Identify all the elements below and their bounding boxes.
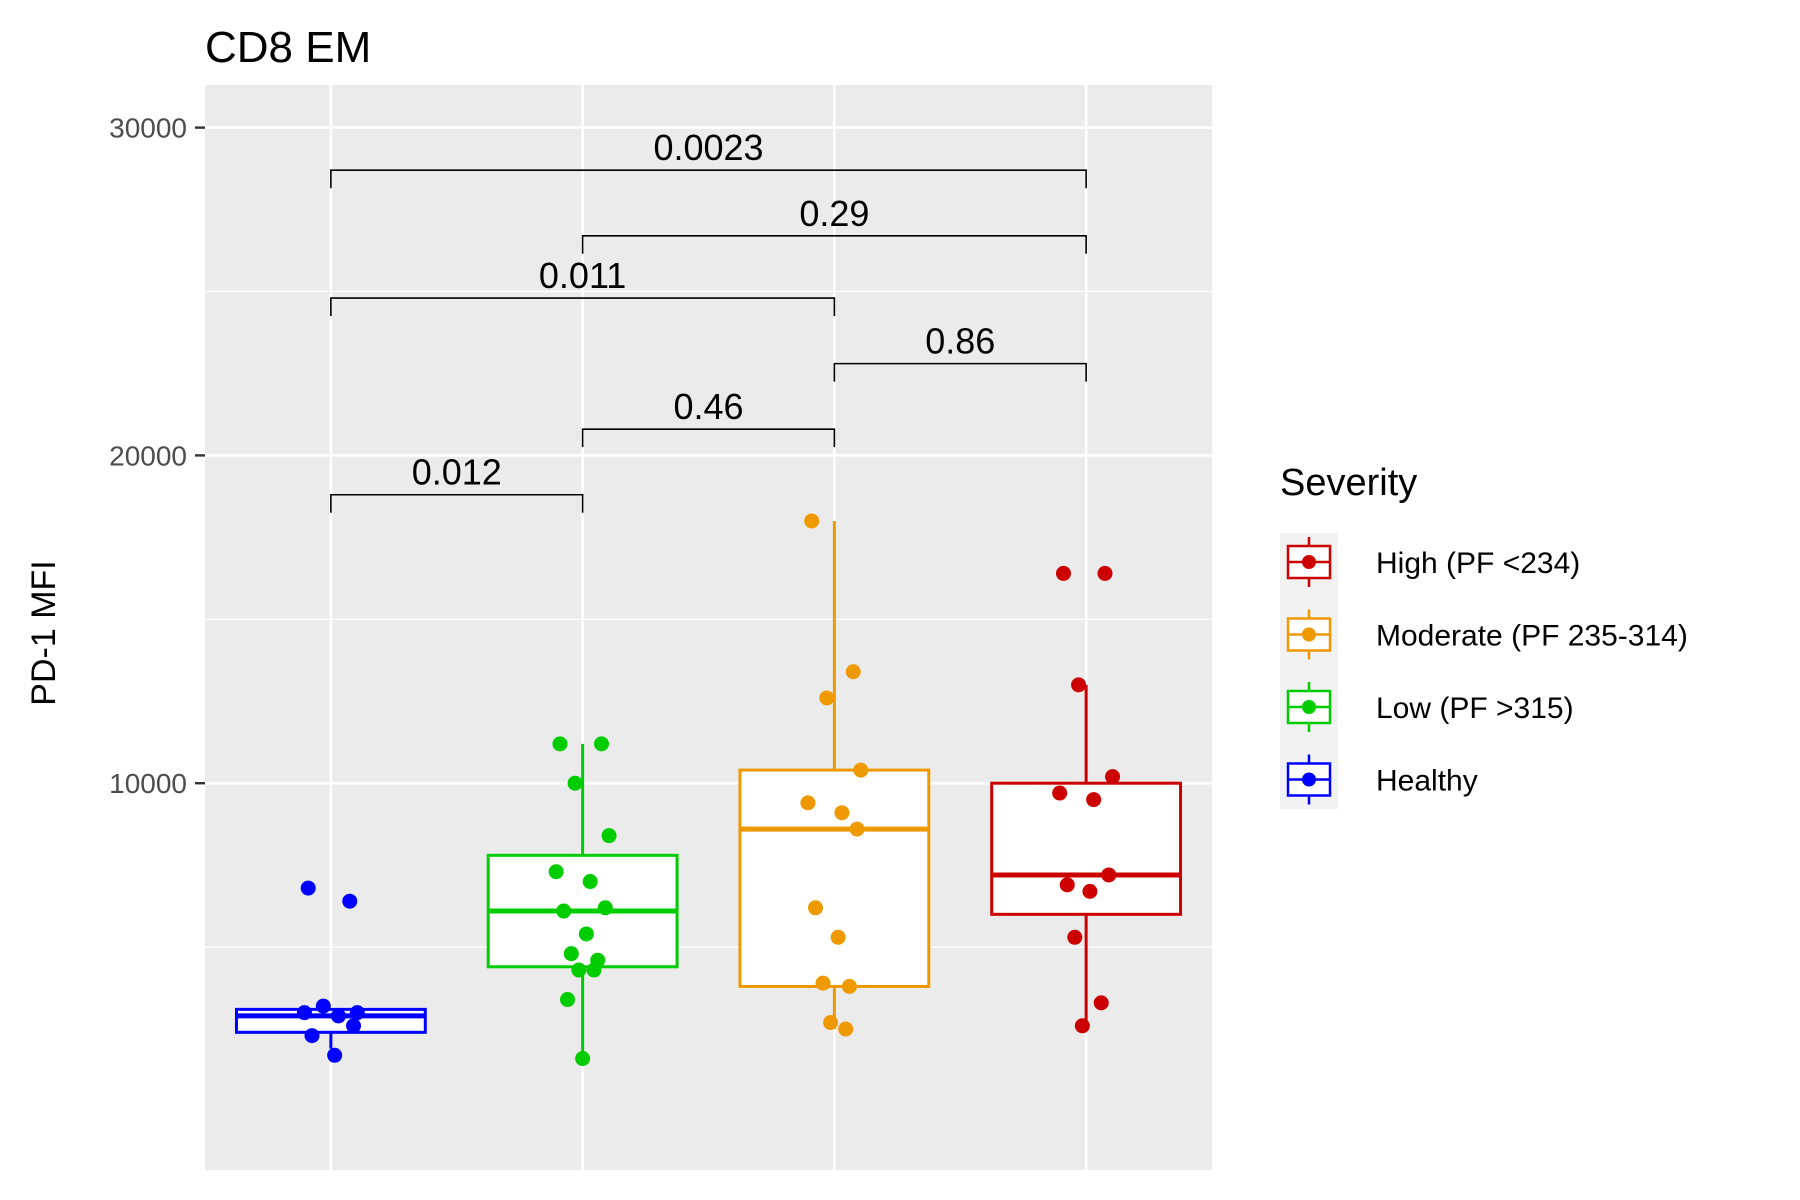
legend-point [1302,700,1316,714]
data-point [838,1021,854,1037]
comparison-bracket: 0.011 [330,255,836,317]
boxplot-high [990,565,1183,1034]
bracket-line [330,493,584,513]
data-point [1097,565,1113,581]
data-point [586,962,602,978]
data-point [1074,1018,1090,1034]
box [738,768,931,988]
bracket-line [581,428,836,448]
data-point [1071,677,1087,693]
data-point [300,880,316,896]
data-point [1055,565,1071,581]
data-point [560,992,576,1008]
boxplot-moderate [738,513,931,1037]
comparison-bracket: 0.46 [581,386,836,448]
data-point [804,513,820,529]
comparison-bracket: 0.0023 [330,127,1087,189]
p-value-label: 0.011 [539,255,626,296]
significance-brackets: 0.012 0.46 0.86 0.011 0.29 0.0023 [330,127,1087,513]
data-point [575,1051,591,1067]
data-point [1082,883,1098,899]
boxplot-healthy [234,880,427,1063]
data-point [1101,867,1117,883]
legend-item: High (PF <234) [1286,537,1580,587]
data-point [1059,877,1075,893]
data-point [853,762,869,778]
data-point [582,874,598,890]
data-point [594,736,610,752]
data-point [563,946,579,962]
p-value-label: 0.86 [925,321,995,362]
data-point [1052,785,1068,801]
bracket-line [330,297,836,317]
p-value-label: 0.012 [412,452,502,493]
data-point [800,795,816,811]
data-point [304,1028,320,1044]
data-point [1067,929,1083,945]
legend-point [1302,627,1316,642]
legend: Severity High (PF <234) Moderate (PF 235-… [1280,462,1688,809]
data-point [597,900,613,916]
legend-title: Severity [1280,462,1417,504]
data-point [349,1005,365,1021]
data-point [552,736,568,752]
legend-label: Low (PF >315) [1376,692,1574,725]
legend-point [1302,555,1316,569]
data-point [834,805,850,821]
p-value-label: 0.0023 [653,127,763,168]
bracket-line [581,234,1087,254]
data-point [815,975,831,991]
data-point [841,978,857,994]
data-point [567,775,583,791]
data-point [601,828,617,844]
chart-title: CD8 EM [205,23,371,72]
legend-item: Moderate (PF 235-314) [1286,609,1688,660]
data-point [1093,995,1109,1011]
y-axis-title: PD-1 MFI [25,560,63,705]
comparison-bracket: 0.29 [581,193,1087,254]
plot-panel [205,85,1212,1170]
data-point [556,903,572,919]
data-point [571,962,587,978]
legend-label: Moderate (PF 235-314) [1376,620,1688,653]
legend-item: Healthy [1286,754,1478,805]
box [234,1007,427,1034]
data-point [830,929,846,945]
data-point [1105,769,1121,785]
comparison-bracket: 0.012 [330,452,584,513]
data-point [548,864,564,880]
bracket-line [833,362,1087,382]
legend-label: Healthy [1376,765,1478,798]
data-point [330,1008,346,1024]
data-point [807,900,823,916]
p-value-label: 0.29 [799,193,869,234]
y-tick-label: 20000 [109,440,187,471]
data-point [578,926,594,942]
data-point [819,690,835,706]
comparison-bracket: 0.86 [833,321,1087,382]
data-point [849,821,865,837]
data-point [327,1047,343,1063]
y-tick-label: 10000 [109,768,187,799]
data-point [845,664,861,680]
data-point [1086,792,1102,808]
bracket-line [330,169,1087,189]
legend-item: Low (PF >315) [1286,682,1574,732]
data-point [342,893,358,909]
y-tick-label: 30000 [109,113,187,144]
legend-label: High (PF <234) [1376,547,1580,580]
legend-point [1302,772,1316,787]
boxplot-low [486,736,679,1067]
boxplots [234,513,1183,1067]
data-point [315,998,331,1014]
data-point [823,1014,839,1030]
data-point [296,1005,312,1021]
y-axis: 10000 20000 30000 [109,113,205,799]
data-point [346,1018,362,1034]
p-value-label: 0.46 [673,386,743,427]
